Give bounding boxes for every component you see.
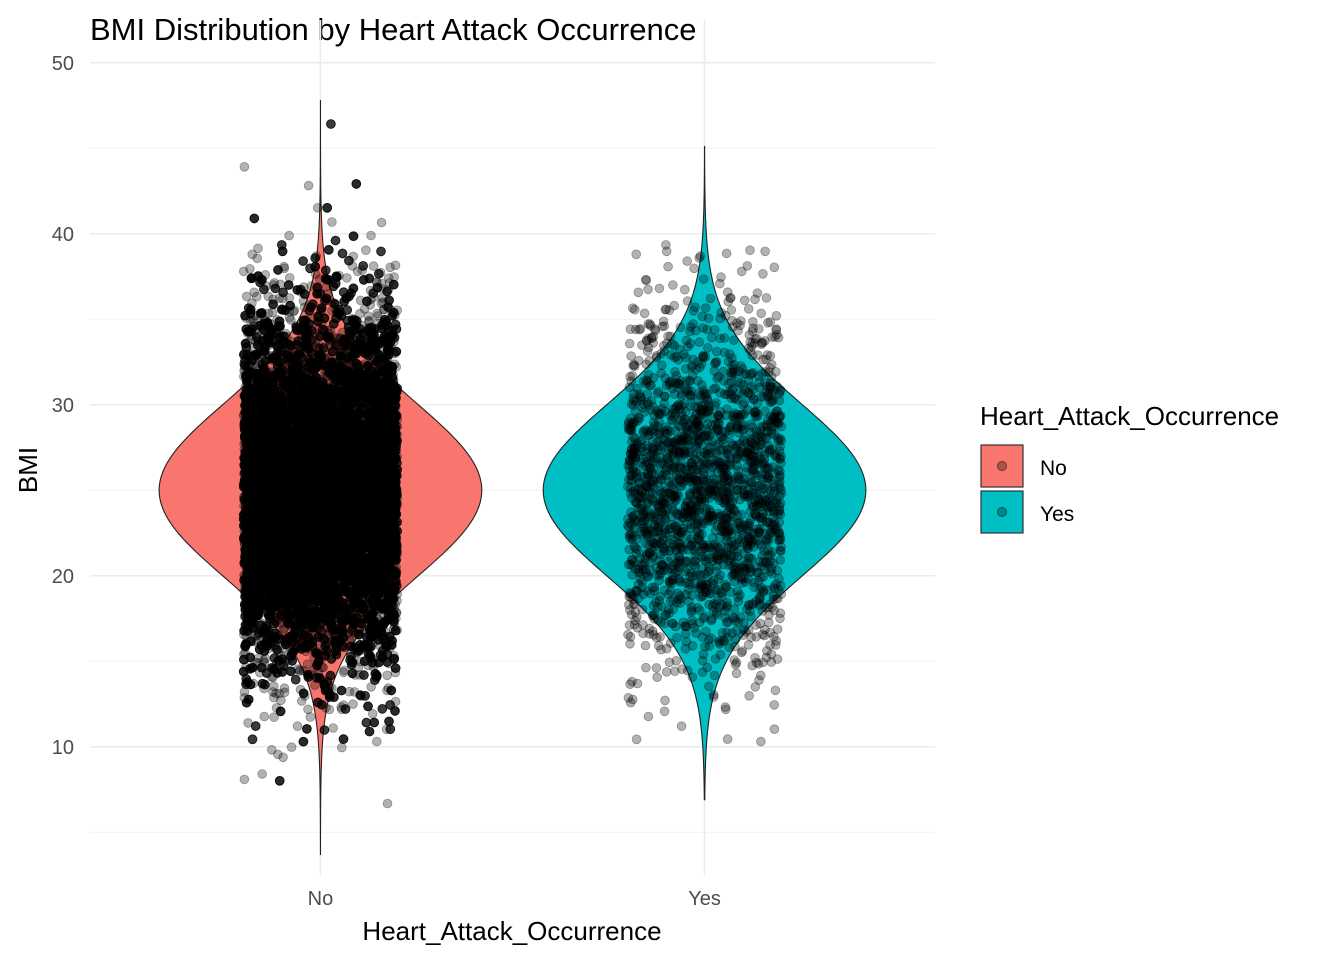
point	[356, 427, 367, 437]
point	[284, 230, 294, 241]
point	[327, 217, 337, 227]
point	[366, 230, 376, 241]
point	[284, 641, 295, 651]
point	[325, 514, 335, 525]
point	[374, 394, 385, 405]
point	[342, 273, 352, 283]
point	[261, 515, 271, 526]
point	[238, 266, 249, 277]
violin-yes	[542, 145, 867, 801]
point	[266, 744, 277, 755]
point	[302, 424, 313, 435]
point	[371, 736, 382, 747]
point	[334, 583, 345, 594]
violin-no	[158, 99, 483, 856]
point	[354, 361, 365, 372]
point	[251, 419, 261, 430]
point	[312, 203, 323, 213]
point	[300, 583, 311, 593]
point	[378, 469, 388, 479]
point	[282, 505, 293, 516]
point	[333, 527, 344, 538]
point	[389, 525, 400, 535]
point	[257, 769, 268, 779]
point	[286, 493, 297, 504]
point	[270, 556, 281, 566]
point	[366, 458, 377, 469]
point	[239, 162, 250, 172]
point	[334, 590, 345, 600]
point	[298, 601, 309, 612]
point	[318, 476, 328, 486]
point	[284, 387, 294, 398]
point	[299, 347, 309, 357]
point	[310, 519, 320, 530]
point	[249, 287, 260, 298]
point	[279, 687, 290, 698]
point	[386, 456, 397, 467]
point	[278, 752, 288, 763]
point	[382, 670, 393, 681]
point	[251, 439, 261, 449]
point	[239, 774, 250, 785]
point	[363, 487, 374, 498]
point	[247, 249, 258, 260]
point	[278, 564, 289, 575]
point	[355, 513, 366, 523]
point	[292, 721, 303, 731]
point	[368, 261, 379, 271]
point	[336, 742, 347, 753]
point	[376, 217, 387, 228]
point	[327, 297, 338, 308]
point	[379, 510, 390, 520]
point	[362, 512, 373, 523]
point	[289, 417, 299, 428]
plot-title: BMI Distribution by Heart Attack Occurre…	[90, 12, 696, 47]
point	[242, 506, 253, 517]
point	[303, 180, 314, 191]
point	[276, 695, 286, 706]
point	[260, 545, 270, 556]
violins	[158, 99, 867, 856]
point	[366, 632, 377, 643]
point	[270, 640, 280, 650]
point	[293, 495, 304, 506]
point	[326, 469, 337, 480]
point	[361, 245, 371, 256]
point	[277, 538, 288, 548]
point	[377, 527, 388, 538]
point	[355, 447, 366, 458]
point	[286, 742, 297, 752]
point	[288, 465, 298, 476]
point	[379, 490, 390, 501]
point	[382, 798, 393, 809]
point	[259, 711, 270, 722]
point	[327, 543, 338, 553]
point	[268, 687, 278, 697]
point	[340, 426, 351, 436]
point	[390, 348, 400, 359]
point	[303, 704, 313, 715]
jitter-points	[238, 119, 787, 809]
point	[372, 308, 382, 319]
point	[314, 344, 325, 354]
point	[385, 262, 396, 273]
point	[269, 431, 280, 442]
point	[315, 461, 326, 472]
point	[304, 460, 314, 471]
point	[261, 533, 271, 544]
point	[267, 307, 278, 318]
points-no	[238, 119, 403, 809]
point	[293, 448, 304, 458]
point	[328, 723, 338, 733]
point	[339, 665, 350, 676]
